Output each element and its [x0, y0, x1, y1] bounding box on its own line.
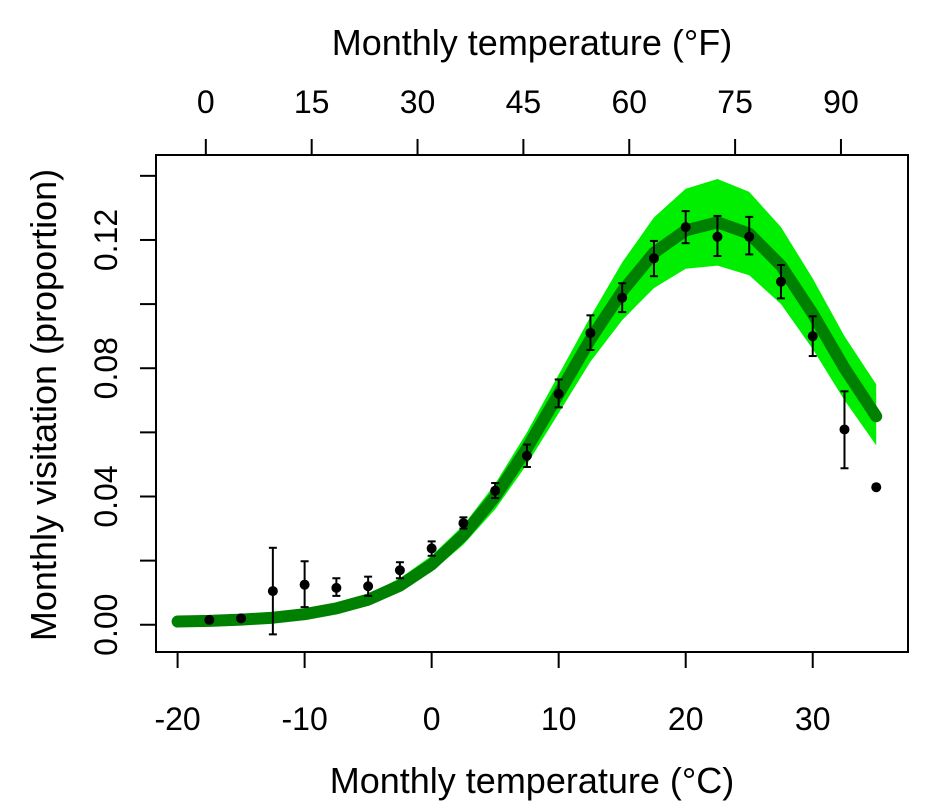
y-tick-label: 0.08	[88, 337, 124, 399]
x-axis-top: 0 15 30 45 60 75 90	[197, 84, 859, 156]
data-point	[871, 482, 882, 493]
y-tick-label: 0.12	[88, 209, 124, 271]
data-point	[490, 485, 501, 496]
confidence-band-layer	[177, 179, 877, 624]
x-tick-label: 10	[541, 701, 577, 737]
observed-points-layer	[204, 210, 882, 636]
top-tick-label: 60	[611, 84, 647, 120]
x-axis-title-top: Monthly temperature (°F)	[332, 22, 733, 63]
top-tick-label: 75	[717, 84, 753, 120]
top-tick-label: 45	[506, 84, 542, 120]
data-point	[680, 222, 691, 233]
y-tick-label: 0.04	[88, 465, 124, 527]
top-tick-label: 30	[400, 84, 436, 120]
data-point	[807, 331, 818, 342]
data-point	[204, 614, 215, 625]
data-point	[267, 586, 278, 597]
data-point	[299, 579, 310, 590]
data-point	[394, 565, 405, 576]
data-point	[648, 253, 659, 264]
top-tick-label: 90	[823, 84, 859, 120]
top-tick-label: 0	[197, 84, 215, 120]
y-axis: 0.00 0.04 0.08 0.12	[88, 174, 157, 656]
data-point	[331, 582, 342, 593]
x-tick-label: -20	[154, 701, 200, 737]
data-point	[521, 450, 532, 461]
x-tick-label: -10	[281, 701, 327, 737]
data-point	[617, 292, 628, 303]
data-point	[839, 424, 850, 435]
x-axis-bottom: -20 -10 0 10 20 30	[154, 651, 831, 737]
data-point	[426, 543, 437, 554]
x-tick-label: 30	[795, 701, 831, 737]
y-axis-title: Monthly visitation (proportion)	[23, 169, 64, 641]
x-tick-label: 0	[423, 701, 441, 737]
x-tick-label: 20	[668, 701, 704, 737]
data-point	[553, 388, 564, 399]
data-point	[712, 231, 723, 242]
plot-frame	[155, 154, 909, 653]
top-tick-label: 15	[294, 84, 330, 120]
data-point	[363, 581, 374, 592]
x-axis-title-bottom: Monthly temperature (°C)	[330, 760, 735, 801]
data-point	[236, 613, 247, 624]
y-tick-label: 0.00	[88, 594, 124, 656]
data-point	[744, 231, 755, 242]
data-point	[458, 518, 469, 529]
confidence-band	[177, 179, 877, 624]
data-point	[585, 327, 596, 338]
data-point	[775, 276, 786, 287]
